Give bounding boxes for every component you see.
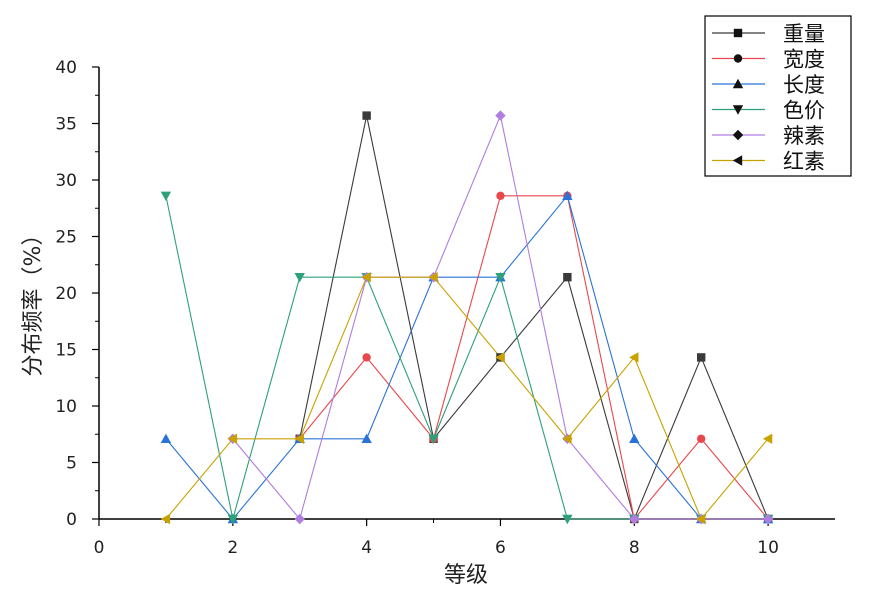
- data-point-series-6: [294, 433, 304, 444]
- series-markers: [160, 110, 774, 525]
- legend-label: 红素: [783, 150, 825, 174]
- data-point-series-6: [361, 271, 371, 283]
- legend-label: 宽度: [783, 48, 825, 72]
- legend-marker: [733, 54, 743, 63]
- data-point-series-3: [361, 433, 372, 443]
- legend-label: 长度: [783, 73, 825, 97]
- data-point-series-3: [629, 433, 640, 443]
- x-axis-title: 等级: [444, 563, 488, 588]
- data-point-series-5: [629, 513, 640, 525]
- y-tick-label: 35: [55, 115, 77, 135]
- data-point-series-5: [495, 110, 506, 121]
- x-tick-label: 0: [94, 538, 105, 558]
- data-point-series-2: [496, 191, 505, 201]
- y-axis-title: 分布频率（%）: [21, 224, 46, 377]
- data-point-series-6: [762, 433, 773, 444]
- data-point-series-1: [696, 353, 706, 362]
- data-point-series-3: [562, 190, 573, 201]
- x-tick-label: 8: [629, 538, 640, 558]
- series-lines: [165, 113, 769, 521]
- y-tick-label: 5: [66, 454, 77, 474]
- data-point-series-6: [428, 271, 438, 283]
- data-point-series-4: [160, 191, 172, 202]
- legend-marker: [732, 105, 744, 115]
- data-point-series-1: [362, 111, 371, 120]
- data-point-series-4: [294, 272, 305, 283]
- data-point-series-6: [160, 513, 171, 525]
- x-tick-label: 4: [361, 538, 372, 558]
- series-line-6: [165, 276, 769, 521]
- series-line-1: [299, 115, 769, 521]
- data-point-series-6: [227, 433, 238, 444]
- data-point-series-5: [762, 513, 774, 525]
- ticks: 0 2 4 6 8 10 0 5 10 15 20 25 30 35 40: [55, 58, 779, 558]
- series-line-2: [299, 195, 769, 521]
- legend-marker: [733, 28, 743, 38]
- data-point-series-2: [362, 353, 371, 362]
- legend-label: 色价: [783, 99, 825, 123]
- data-point-series-2: [696, 434, 706, 443]
- data-point-series-1: [563, 272, 572, 282]
- legend-marker: [732, 155, 743, 166]
- legend-marker: [732, 129, 744, 141]
- series-line-5: [232, 113, 769, 521]
- y-tick-label: 40: [55, 58, 77, 78]
- y-tick-label: 10: [55, 397, 77, 417]
- legend-label: 重量: [783, 22, 825, 46]
- y-tick-label: 20: [55, 284, 77, 304]
- x-tick-label: 6: [495, 538, 506, 558]
- x-tick-label: 10: [757, 538, 779, 558]
- legend-label: 辣素: [783, 124, 825, 148]
- data-point-series-6: [629, 352, 639, 363]
- data-point-series-4: [562, 514, 573, 525]
- y-tick-label: 25: [55, 228, 77, 248]
- series-line-4: [165, 195, 769, 520]
- data-point-series-4: [428, 434, 439, 444]
- y-tick-label: 0: [66, 510, 77, 530]
- x-tick-label: 2: [227, 538, 238, 558]
- y-tick-label: 30: [55, 171, 77, 191]
- legend-marker: [732, 78, 744, 89]
- data-point-series-4: [495, 272, 506, 283]
- legend-box: [704, 15, 852, 177]
- data-point-series-5: [294, 513, 305, 525]
- data-point-series-6: [695, 513, 706, 525]
- data-point-series-3: [160, 433, 172, 443]
- data-point-series-6: [562, 433, 572, 444]
- data-point-series-6: [495, 352, 505, 363]
- y-tick-label: 15: [55, 341, 77, 361]
- data-point-series-4: [227, 514, 239, 525]
